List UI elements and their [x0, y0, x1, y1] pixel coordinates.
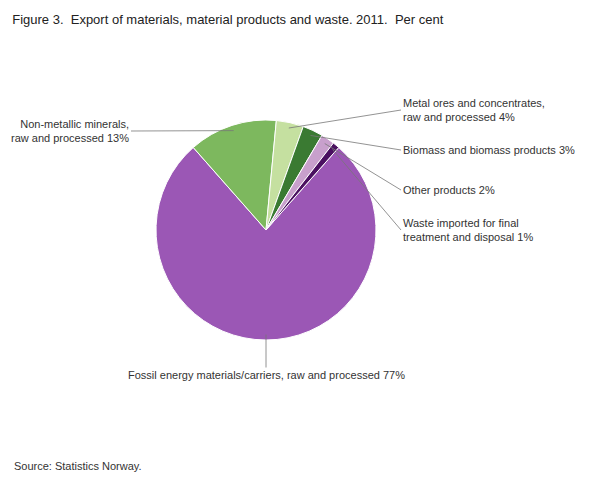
svg-text:Fossil energy materials/carrie: Fossil energy materials/carriers, raw an…: [128, 369, 405, 381]
svg-text:Source: Statistics Norway.: Source: Statistics Norway.: [14, 460, 142, 472]
svg-text:Other products 2%: Other products 2%: [403, 184, 495, 196]
svg-text:Biomass and biomass products 3: Biomass and biomass products 3%: [403, 144, 575, 156]
svg-text:Figure 3. Export of materials: Figure 3. Export of materials, material …: [12, 12, 444, 27]
svg-text:Metal ores and concentrates,ra: Metal ores and concentrates,raw and proc…: [403, 97, 545, 123]
svg-text:Waste imported for finaltreatm: Waste imported for finaltreatment and di…: [403, 217, 533, 243]
svg-text:Non-metallic minerals,raw and: Non-metallic minerals,raw and processed …: [11, 118, 129, 144]
